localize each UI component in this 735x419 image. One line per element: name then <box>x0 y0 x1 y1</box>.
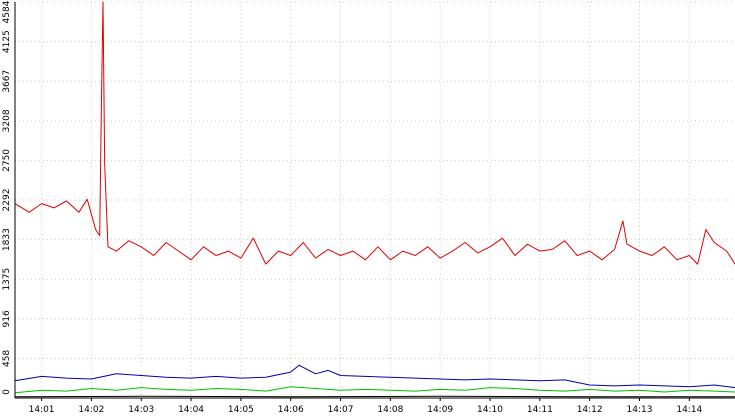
y-tick-label: 1375 <box>2 268 12 291</box>
x-tick-label: 14:14 <box>676 405 702 415</box>
x-tick-label: 14:10 <box>477 405 503 415</box>
x-tick-label: 14:01 <box>29 405 55 415</box>
x-tick-label: 14:05 <box>228 405 254 415</box>
y-tick-label: 3208 <box>2 109 12 132</box>
y-tick-label: 2750 <box>2 149 12 172</box>
x-tick-label: 14:03 <box>128 405 154 415</box>
y-tick-label: 1833 <box>2 228 12 251</box>
y-tick-label: 2292 <box>2 189 12 212</box>
x-tick-label: 14:12 <box>577 405 603 415</box>
x-tick-label: 14:08 <box>377 405 403 415</box>
y-tick-label: 4125 <box>2 30 12 53</box>
y-tick-label: 0 <box>2 389 12 395</box>
y-tick-label: 916 <box>2 310 12 327</box>
x-tick-label: 14:06 <box>278 405 304 415</box>
y-tick-label: 4584 <box>2 0 12 23</box>
x-tick-label: 14:13 <box>627 405 653 415</box>
y-tick-label: 458 <box>2 350 12 367</box>
x-tick-label: 14:07 <box>328 405 354 415</box>
y-tick-label: 3667 <box>2 70 12 93</box>
x-tick-label: 14:04 <box>178 405 204 415</box>
x-tick-label: 14:09 <box>427 405 453 415</box>
x-tick-label: 14:02 <box>78 405 104 415</box>
x-tick-label: 14:11 <box>527 405 553 415</box>
